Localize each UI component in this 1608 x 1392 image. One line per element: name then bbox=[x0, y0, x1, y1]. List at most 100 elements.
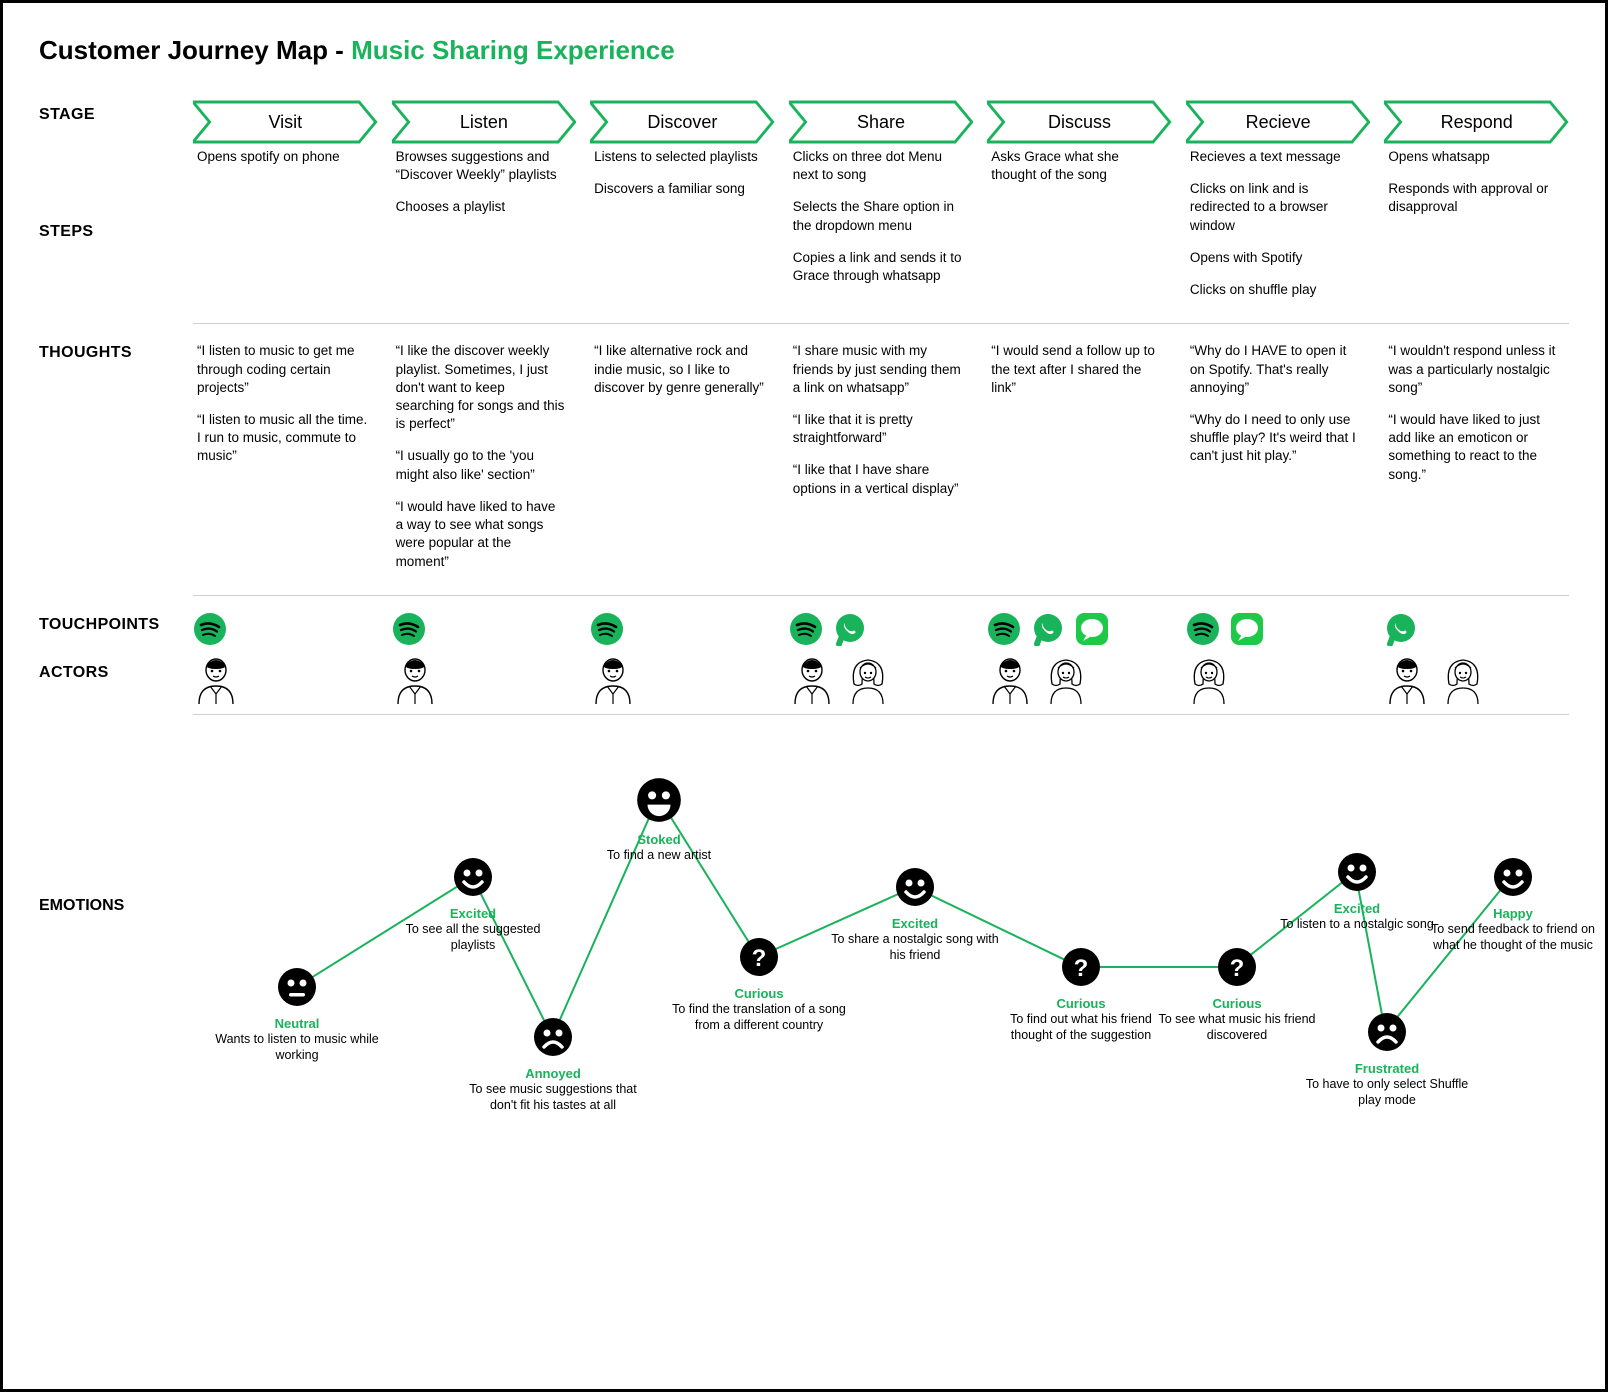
emotion-excited: ExcitedTo share a nostalgic song with hi… bbox=[825, 867, 1005, 964]
actors-col-0 bbox=[193, 646, 378, 704]
row-label-touchpoints: TOUCHPOINTS bbox=[39, 610, 179, 646]
emotion-title: Annoyed bbox=[463, 1066, 643, 1081]
svg-text:?: ? bbox=[1074, 955, 1089, 982]
stage-label: Listen bbox=[460, 112, 508, 133]
row-label-actors: ACTORS bbox=[39, 646, 179, 704]
stage-label: Visit bbox=[268, 112, 302, 133]
divider bbox=[193, 323, 1569, 324]
thought-item: “I like alternative rock and indie music… bbox=[594, 342, 765, 397]
stage-label: Recieve bbox=[1246, 112, 1311, 133]
touchpoints-col-5 bbox=[1186, 610, 1371, 646]
emotion-subtitle: To find out what his friend thought of t… bbox=[991, 1011, 1171, 1044]
touchpoints-col-6 bbox=[1384, 610, 1569, 646]
actors-col-1 bbox=[392, 646, 577, 704]
steps-col-6: Opens whatsapp Responds with approval or … bbox=[1384, 144, 1569, 313]
steps-col-3: Clicks on three dot Menu next to songSel… bbox=[789, 144, 974, 313]
emotion-subtitle: To see all the suggested playlists bbox=[383, 921, 563, 954]
emotion-curious: ?CuriousTo find the translation of a son… bbox=[669, 937, 849, 1034]
journey-map: Customer Journey Map - Music Sharing Exp… bbox=[0, 0, 1608, 1392]
steps-col-5: Recieves a text message Clicks on link an… bbox=[1186, 144, 1371, 313]
imessage-icon bbox=[1075, 612, 1109, 646]
thought-item: “I usually go to the 'you might also lik… bbox=[396, 447, 567, 483]
step-item: Clicks on link and is redirected to a br… bbox=[1190, 180, 1361, 235]
stage-respond: Respond bbox=[1384, 100, 1569, 144]
steps-col-2: Listens to selected playlists Discovers a… bbox=[590, 144, 775, 313]
emotion-title: Frustrated bbox=[1297, 1061, 1477, 1076]
woman-icon bbox=[1043, 656, 1089, 704]
emotion-annoyed: AnnoyedTo see music suggestions that don… bbox=[463, 1017, 643, 1114]
emotion-title: Curious bbox=[669, 986, 849, 1001]
step-item: Responds with approval or disapproval bbox=[1388, 180, 1559, 216]
thought-item: “I listen to music all the time. I run t… bbox=[197, 411, 368, 466]
stage-label: Respond bbox=[1441, 112, 1513, 133]
spotify-icon bbox=[193, 612, 227, 646]
stage-share: Share bbox=[789, 100, 974, 144]
stage-label: Discover bbox=[647, 112, 717, 133]
thought-item: “I share music with my friends by just s… bbox=[793, 342, 964, 397]
woman-icon bbox=[1440, 656, 1486, 704]
emotion-title: Excited bbox=[1267, 901, 1447, 916]
content-grid: STAGE Visit Listen Discover Share Discus… bbox=[39, 100, 1569, 1117]
emotion-excited: ExcitedTo listen to a nostalgic song bbox=[1267, 852, 1447, 932]
emotion-subtitle: To find the translation of a song from a… bbox=[669, 1001, 849, 1034]
spotify-icon bbox=[1186, 612, 1220, 646]
thoughts-col-5: “Why do I HAVE to open it on Spotify. Th… bbox=[1186, 338, 1371, 584]
step-item: Selects the Share option in the dropdown… bbox=[793, 198, 964, 234]
man-icon bbox=[193, 656, 239, 704]
step-item: Opens with Spotify bbox=[1190, 249, 1361, 267]
step-item: Clicks on shuffle play bbox=[1190, 281, 1361, 299]
emotion-title: Curious bbox=[991, 996, 1171, 1011]
actors-col-3 bbox=[789, 646, 974, 704]
man-icon bbox=[789, 656, 835, 704]
thought-item: “I would have liked to have a way to see… bbox=[396, 498, 567, 571]
emotion-subtitle: To find a new artist bbox=[569, 847, 749, 863]
svg-text:?: ? bbox=[1230, 955, 1245, 982]
thoughts-col-0: “I listen to music to get me through cod… bbox=[193, 338, 378, 584]
stage-label: Share bbox=[857, 112, 905, 133]
step-item: Chooses a playlist bbox=[396, 198, 567, 216]
divider bbox=[193, 714, 1569, 715]
emotion-title: Excited bbox=[825, 916, 1005, 931]
steps-col-0: Opens spotify on phone bbox=[193, 144, 378, 313]
woman-icon bbox=[1186, 656, 1232, 704]
title-suffix: Music Sharing Experience bbox=[351, 35, 675, 65]
thoughts-col-3: “I share music with my friends by just s… bbox=[789, 338, 974, 584]
row-label-steps: STEPS bbox=[39, 217, 179, 241]
step-item: Opens whatsapp bbox=[1388, 148, 1559, 166]
man-icon bbox=[987, 656, 1033, 704]
emotion-subtitle: To see music suggestions that don't fit … bbox=[463, 1081, 643, 1114]
emotion-happy: HappyTo send feedback to friend on what … bbox=[1423, 857, 1603, 954]
stage-discuss: Discuss bbox=[987, 100, 1172, 144]
emotion-excited: ExcitedTo see all the suggested playlist… bbox=[383, 857, 563, 954]
emotion-subtitle: To listen to a nostalgic song bbox=[1267, 916, 1447, 932]
stage-recieve: Recieve bbox=[1186, 100, 1371, 144]
touchpoints-col-0 bbox=[193, 610, 378, 646]
step-item: Recieves a text message bbox=[1190, 148, 1361, 166]
thought-item: “I like the discover weekly playlist. So… bbox=[396, 342, 567, 433]
row-label-emotions: EMOTIONS bbox=[39, 897, 124, 915]
divider bbox=[193, 595, 1569, 596]
touchpoints-col-1 bbox=[392, 610, 577, 646]
emotion-title: Excited bbox=[383, 906, 563, 921]
thought-item: “I listen to music to get me through cod… bbox=[197, 342, 368, 397]
thought-item: “Why do I HAVE to open it on Spotify. Th… bbox=[1190, 342, 1361, 397]
thought-item: “I wouldn't respond unless it was a part… bbox=[1388, 342, 1559, 397]
thoughts-col-6: “I wouldn't respond unless it was a part… bbox=[1384, 338, 1569, 584]
stage-listen: Listen bbox=[392, 100, 577, 144]
emotions-chart: EMOTIONSNeutralWants to listen to music … bbox=[39, 737, 1569, 1117]
emotion-subtitle: To have to only select Shuffle play mode bbox=[1297, 1076, 1477, 1109]
spotify-icon bbox=[987, 612, 1021, 646]
thought-item: “I would send a follow up to the text af… bbox=[991, 342, 1162, 397]
row-label-thoughts: THOUGHTS bbox=[39, 338, 179, 584]
actors-col-6 bbox=[1384, 646, 1569, 704]
emotion-title: Stoked bbox=[569, 832, 749, 847]
man-icon bbox=[392, 656, 438, 704]
thought-item: “Why do I need to only use shuffle play?… bbox=[1190, 411, 1361, 466]
imessage-icon bbox=[1230, 612, 1264, 646]
emotion-subtitle: To share a nostalgic song with his frien… bbox=[825, 931, 1005, 964]
emotion-stoked: StokedTo find a new artist bbox=[569, 777, 749, 863]
step-item: Listens to selected playlists bbox=[594, 148, 765, 166]
emotion-title: Curious bbox=[1147, 996, 1327, 1011]
step-item: Discovers a familiar song bbox=[594, 180, 765, 198]
step-item: Browses suggestions and “Discover Weekly… bbox=[396, 148, 567, 184]
